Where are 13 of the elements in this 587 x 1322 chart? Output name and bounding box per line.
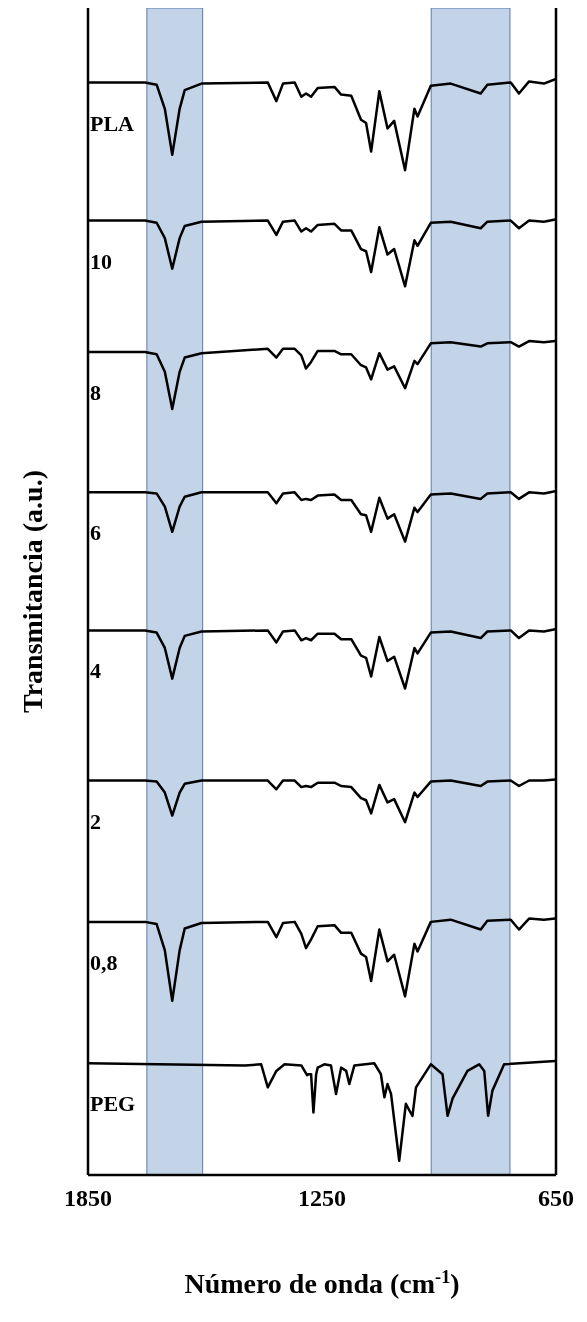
series-label: 2 [90,808,101,834]
series-label: 4 [90,658,101,684]
series-label: 0,8 [90,949,118,975]
x-tick-label: 1850 [64,1185,112,1212]
x-tick-label: 650 [538,1185,574,1212]
series-label: PLA [90,110,135,136]
series-label: 10 [90,248,112,274]
y-axis-title: Transmitancia (a.u.) [16,470,48,713]
x-tick-label: 1250 [298,1185,346,1212]
series-label: 6 [90,520,101,546]
series-label: 8 [90,380,101,406]
series-label: PEG [90,1091,136,1117]
x-axis-title: Número de onda (cm$^{-1}$) [184,1267,460,1299]
